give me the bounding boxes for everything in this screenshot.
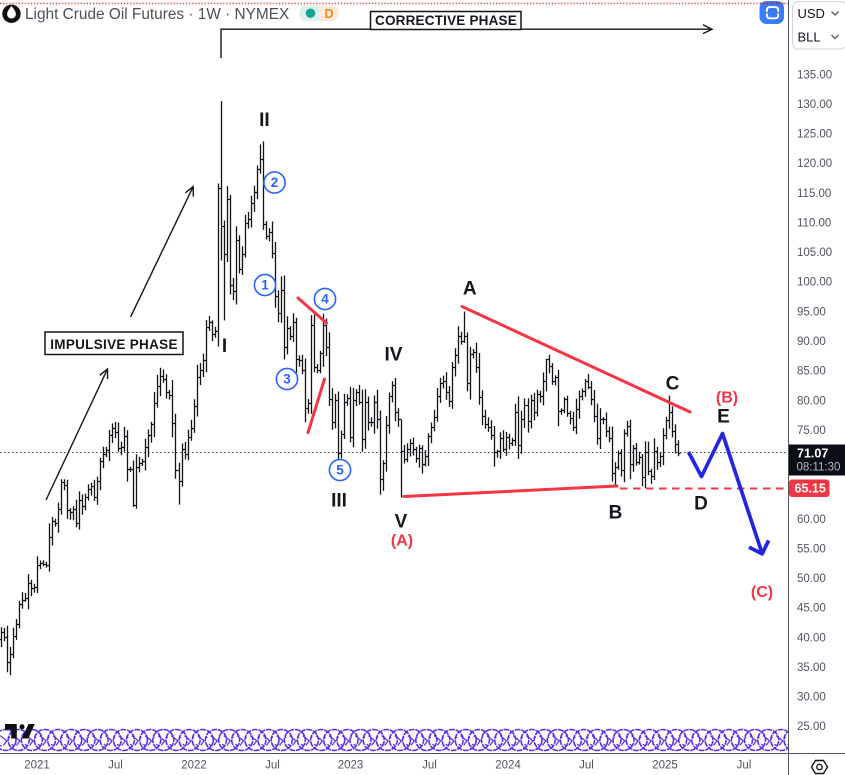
svg-text:C: C: [666, 373, 680, 394]
svg-text:2024: 2024: [495, 760, 521, 772]
svg-text:45.00: 45.00: [797, 603, 826, 615]
svg-text:110.00: 110.00: [797, 218, 831, 230]
svg-text:90.00: 90.00: [797, 336, 826, 348]
svg-text:Jul: Jul: [737, 760, 752, 772]
svg-text:3: 3: [283, 372, 291, 387]
svg-text:Light Crude Oil Futures · 1W ·: Light Crude Oil Futures · 1W · NYMEX: [25, 6, 289, 23]
svg-text:40.00: 40.00: [797, 632, 826, 644]
svg-text:IV: IV: [385, 345, 403, 366]
svg-text:Jul: Jul: [265, 760, 280, 772]
svg-text:105.00: 105.00: [797, 247, 832, 259]
svg-text:I: I: [222, 336, 227, 357]
svg-text:2021: 2021: [24, 760, 50, 772]
svg-text:25.00: 25.00: [797, 721, 826, 733]
svg-text:135.00: 135.00: [797, 69, 832, 81]
svg-text:III: III: [331, 490, 347, 511]
svg-text:CORRECTIVE PHASE: CORRECTIVE PHASE: [375, 13, 517, 28]
svg-text:4: 4: [321, 292, 329, 307]
svg-text:30.00: 30.00: [797, 692, 826, 704]
svg-text:1: 1: [261, 278, 269, 293]
svg-text:USD: USD: [798, 6, 825, 21]
svg-text:50.00: 50.00: [797, 573, 826, 585]
svg-text:115.00: 115.00: [797, 188, 831, 200]
svg-text:130.00: 130.00: [797, 99, 832, 111]
svg-text:II: II: [259, 110, 270, 131]
svg-text:BLL: BLL: [798, 30, 821, 45]
svg-text:IMPULSIVE PHASE: IMPULSIVE PHASE: [50, 337, 178, 352]
svg-text:2022: 2022: [181, 760, 207, 772]
svg-text:2: 2: [271, 175, 279, 190]
svg-text:Jul: Jul: [579, 760, 594, 772]
svg-text:(A): (A): [391, 532, 413, 549]
svg-text:B: B: [609, 503, 623, 524]
svg-text:65.15: 65.15: [795, 482, 826, 496]
svg-text:D: D: [325, 7, 334, 21]
svg-text:V: V: [395, 511, 408, 532]
svg-text:(C): (C): [751, 584, 773, 601]
svg-text:85.00: 85.00: [797, 366, 826, 378]
svg-text:5: 5: [336, 463, 344, 478]
svg-text:95.00: 95.00: [797, 306, 826, 318]
svg-text:120.00: 120.00: [797, 158, 832, 170]
svg-text:(B): (B): [716, 389, 738, 406]
svg-text:D: D: [694, 494, 708, 515]
svg-text:71.07: 71.07: [797, 447, 828, 461]
svg-text:75.00: 75.00: [797, 425, 826, 437]
svg-text:55.00: 55.00: [797, 543, 826, 555]
svg-text:Jul: Jul: [108, 760, 123, 772]
svg-text:08:11:30: 08:11:30: [797, 462, 841, 474]
svg-text:125.00: 125.00: [797, 129, 832, 141]
svg-text:80.00: 80.00: [797, 395, 826, 407]
svg-text:E: E: [717, 406, 730, 427]
svg-text:100.00: 100.00: [797, 277, 832, 289]
svg-text:60.00: 60.00: [797, 514, 826, 526]
svg-text:2023: 2023: [338, 760, 364, 772]
svg-text:Jul: Jul: [422, 760, 437, 772]
svg-text:A: A: [463, 279, 477, 300]
svg-text:35.00: 35.00: [797, 662, 826, 674]
svg-text:2025: 2025: [652, 760, 678, 772]
